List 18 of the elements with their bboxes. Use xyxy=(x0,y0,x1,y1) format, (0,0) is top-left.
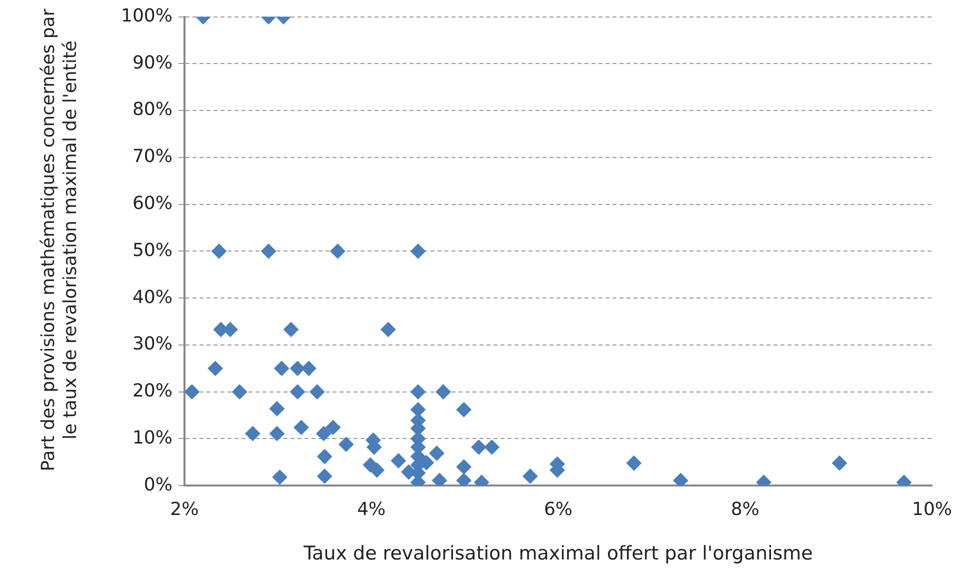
y-tick-label: 20% xyxy=(132,380,172,402)
y-tick-label: 90% xyxy=(132,52,172,74)
x-tick-label: 6% xyxy=(544,499,573,520)
y-tick-label: 80% xyxy=(132,99,172,120)
y-tick-label: 50% xyxy=(132,240,172,261)
x-tick-label: 10% xyxy=(912,499,952,520)
y-tick-label: 30% xyxy=(132,334,172,355)
x-axis-title: Taux de revalorisation maximal offert par l'organisme xyxy=(302,542,813,565)
y-axis-title: Part des provisions mathématiques concernées par le taux de revalorisation maximal de l'entité xyxy=(38,8,82,474)
y-tick-label: 100% xyxy=(120,5,172,26)
y-tick-label: 10% xyxy=(132,427,172,448)
y-tick-label: 60% xyxy=(132,192,172,214)
y-tick-label: 70% xyxy=(132,146,172,168)
x-tick-label: 4% xyxy=(357,499,386,520)
x-tick-label: 8% xyxy=(730,499,760,520)
y-tick-label: 40% xyxy=(132,286,172,308)
x-tick-label: 2% xyxy=(170,499,199,520)
y-tick-label: 0% xyxy=(144,474,172,496)
